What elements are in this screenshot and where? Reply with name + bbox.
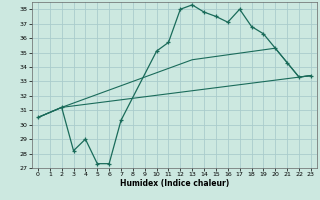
X-axis label: Humidex (Indice chaleur): Humidex (Indice chaleur) <box>120 179 229 188</box>
